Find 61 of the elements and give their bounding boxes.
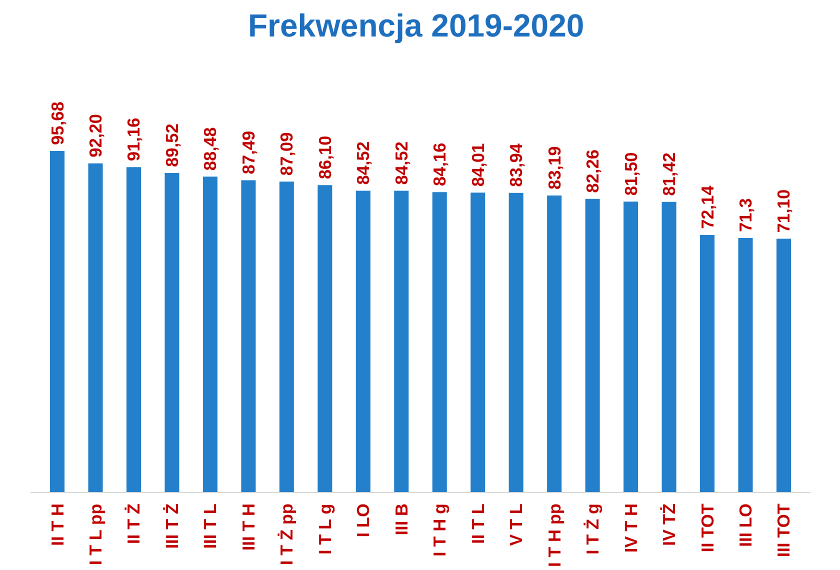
x-tick-label: III T L bbox=[200, 503, 220, 549]
bar bbox=[432, 192, 447, 492]
x-tick-label: I T H g bbox=[430, 503, 450, 556]
x-tick-label: IV TŻ bbox=[659, 503, 680, 546]
data-label: 86,10 bbox=[314, 136, 335, 180]
bar bbox=[470, 192, 486, 492]
bar bbox=[394, 190, 409, 492]
bar bbox=[738, 238, 753, 492]
data-label: 81,50 bbox=[620, 152, 641, 196]
data-label: 95,68 bbox=[47, 101, 68, 145]
data-label: 71,3 bbox=[736, 198, 756, 232]
data-label: 87,49 bbox=[238, 130, 258, 174]
x-tick-label: IV T H bbox=[620, 503, 641, 553]
x-tick-label: II T Ż bbox=[124, 503, 144, 544]
bar bbox=[241, 180, 256, 492]
bar bbox=[279, 182, 294, 492]
x-tick-label: I T Ż pp bbox=[276, 503, 297, 566]
x-tick-label: III T H bbox=[238, 504, 258, 551]
data-label: 89,52 bbox=[162, 124, 182, 167]
bar bbox=[547, 196, 562, 492]
bar bbox=[88, 163, 103, 492]
x-tick-label: I T H pp bbox=[544, 503, 564, 568]
bar bbox=[318, 185, 332, 492]
x-tick-label: I LO bbox=[353, 503, 374, 538]
bar bbox=[624, 202, 638, 492]
x-tick-label: II TOT bbox=[697, 503, 718, 552]
data-label: 72,14 bbox=[697, 185, 718, 229]
chart-title: Frekwencja 2019-2020 bbox=[248, 8, 584, 44]
bar bbox=[776, 238, 791, 492]
data-label: 84,16 bbox=[430, 142, 450, 186]
x-tick-label: V T L bbox=[506, 503, 526, 546]
x-tick-label: II T H bbox=[47, 503, 68, 546]
bar bbox=[164, 172, 180, 492]
data-label: 92,20 bbox=[86, 114, 106, 158]
x-tick-label: III TOT bbox=[774, 503, 794, 558]
bar bbox=[508, 192, 524, 492]
x-tick-label: I T L g bbox=[314, 504, 335, 555]
data-label: 91,16 bbox=[124, 117, 144, 162]
data-label: 83,19 bbox=[544, 146, 564, 190]
data-label: 81,42 bbox=[659, 152, 680, 196]
data-label: 71,10 bbox=[774, 189, 794, 233]
bar bbox=[50, 150, 65, 492]
x-tick-label: III LO bbox=[736, 503, 756, 547]
bar bbox=[126, 167, 141, 492]
x-tick-label: I T L pp bbox=[86, 504, 106, 566]
bar bbox=[202, 176, 218, 492]
bar bbox=[700, 234, 715, 492]
bar bbox=[356, 190, 370, 492]
data-label: 84,52 bbox=[353, 141, 374, 185]
x-tick-label: III T Ż bbox=[162, 503, 182, 549]
bar bbox=[585, 198, 600, 492]
data-label: 87,09 bbox=[276, 132, 297, 176]
data-label: 84,52 bbox=[391, 141, 412, 185]
data-label: 83,94 bbox=[506, 143, 526, 187]
data-label: 84,01 bbox=[468, 142, 488, 187]
x-tick-label: I T Ż g bbox=[582, 503, 603, 555]
bar bbox=[662, 202, 676, 492]
x-tick-label: II T L bbox=[468, 503, 488, 544]
data-label: 88,48 bbox=[200, 126, 220, 171]
data-label: 82,26 bbox=[582, 149, 603, 193]
x-tick-label: III B bbox=[391, 503, 412, 536]
